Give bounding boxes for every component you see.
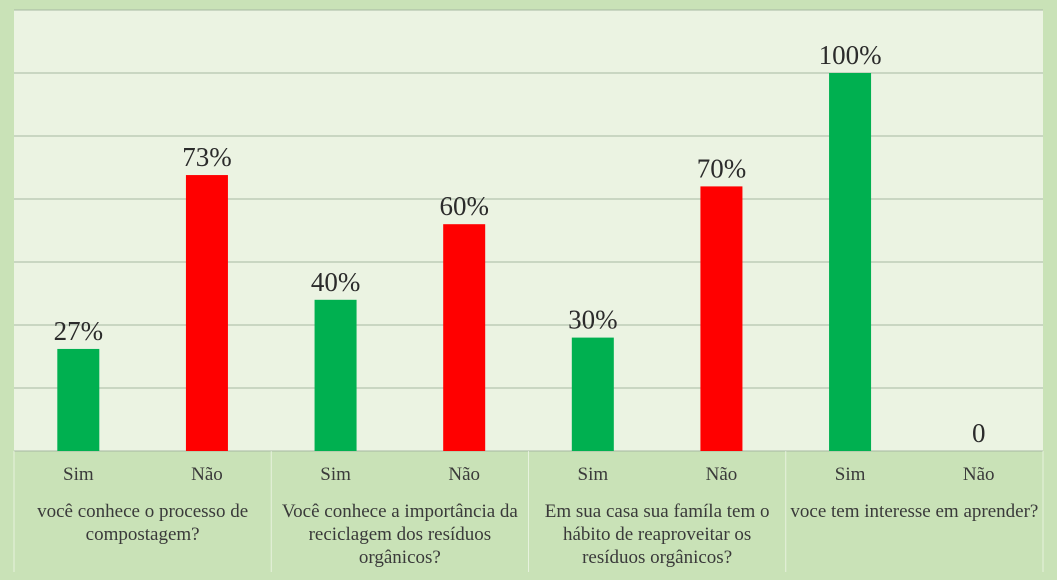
bar-2-nao: [443, 224, 486, 451]
bar-3-nao: [700, 186, 743, 451]
category-label: você conhece o processo de compostagem?: [37, 501, 249, 545]
sub-category-label: Não: [448, 464, 481, 485]
value-label-1-1: 27%: [54, 316, 104, 346]
sub-category-label: Sim: [63, 464, 94, 485]
sub-category-label: Sim: [834, 464, 866, 485]
bar-1-nao: [185, 175, 228, 451]
bar-3-sim: [571, 337, 614, 451]
value-label-1-2: 73%: [182, 142, 232, 172]
value-label-3-1: 30%: [568, 305, 618, 335]
sub-category-label: Sim: [577, 464, 609, 485]
plot-area: [14, 10, 1043, 451]
category-label: voce tem interesse em aprender?: [790, 501, 1039, 522]
value-label-3-2: 70%: [697, 153, 747, 183]
category-label: Em sua casa sua famíla tem o hábito de r…: [544, 501, 770, 568]
sub-category-label: Sim: [320, 464, 351, 485]
bar-4-sim: [829, 73, 872, 451]
sub-category-label: Não: [705, 464, 738, 485]
sub-category-label: Não: [962, 464, 995, 485]
value-label-2-1: 40%: [311, 267, 361, 297]
value-label-4-2: 0: [972, 418, 986, 448]
bar-1-sim: [57, 348, 100, 451]
sub-category-label: Não: [191, 464, 223, 485]
category-label: Você conhece a importância da reciclagem…: [281, 501, 518, 568]
bar-2-sim: [314, 299, 357, 451]
value-label-2-2: 60%: [439, 191, 489, 221]
value-label-4-1: 100%: [819, 40, 882, 70]
